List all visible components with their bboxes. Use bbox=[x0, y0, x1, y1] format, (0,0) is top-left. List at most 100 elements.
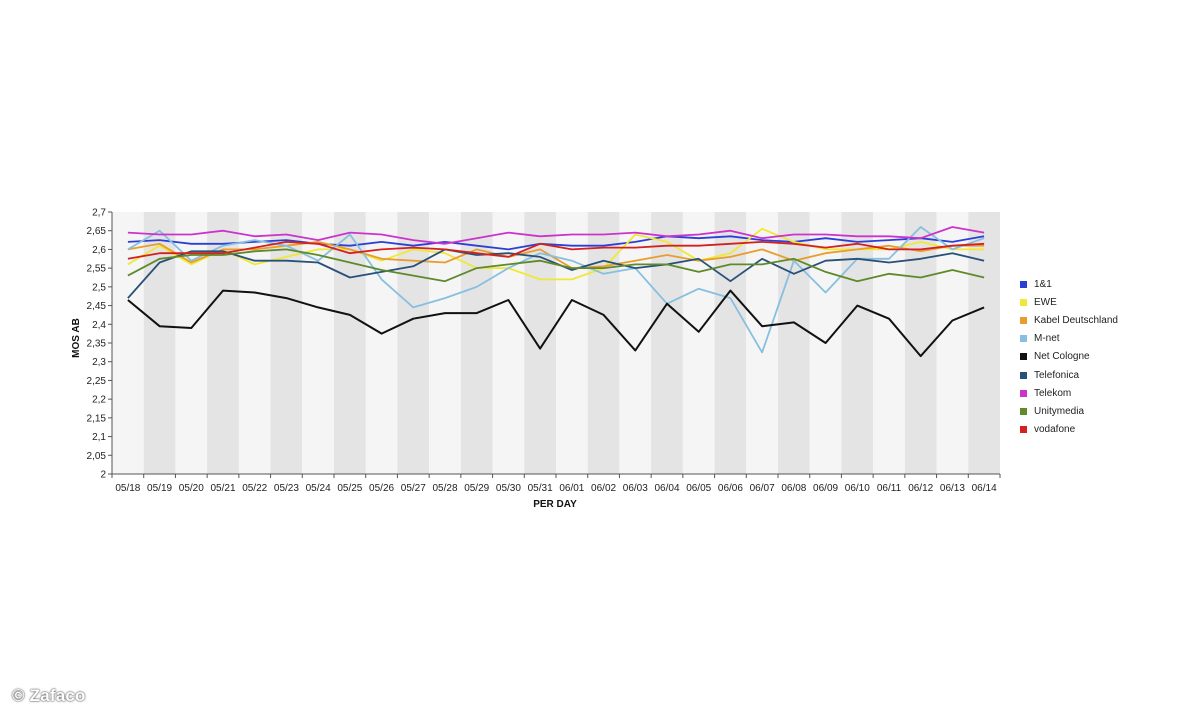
x-tick-label: 05/20 bbox=[179, 483, 204, 494]
x-tick-label: 05/25 bbox=[337, 483, 362, 494]
y-tick-label: 2,3 bbox=[92, 357, 106, 368]
y-tick-label: 2,25 bbox=[87, 376, 107, 387]
y-tick-label: 2,1 bbox=[92, 432, 106, 443]
series-lines bbox=[127, 226, 985, 358]
y-axis: 2 2,05 2,1 2,15 2,2 2,25 2,3 2,35 2,4 2,45 2,5 2,55… bbox=[87, 208, 113, 481]
x-tick-label: 06/13 bbox=[940, 483, 965, 494]
legend-item-net-cologne: Net Cologne bbox=[1020, 348, 1190, 366]
y-tick-label: 2,6 bbox=[92, 245, 106, 256]
legend-item-ewe: EWE bbox=[1020, 293, 1190, 311]
legend-swatch bbox=[1020, 280, 1027, 288]
grid-band bbox=[778, 212, 810, 474]
legend-label: Telefonica bbox=[1034, 369, 1080, 381]
x-tick-label: 05/28 bbox=[432, 483, 457, 494]
x-tick-label: 05/27 bbox=[401, 483, 426, 494]
legend-label: Net Cologne bbox=[1034, 351, 1090, 363]
grid-band bbox=[587, 212, 620, 474]
x-tick-label: 05/22 bbox=[242, 483, 267, 494]
grid-band bbox=[334, 212, 366, 474]
legend-item-unitymedia: Unitymedia bbox=[1020, 402, 1190, 420]
x-tick-label: 05/19 bbox=[147, 483, 172, 494]
y-tick-label: 2,65 bbox=[87, 226, 107, 237]
y-tick-label: 2 bbox=[100, 470, 106, 481]
y-tick-label: 2,2 bbox=[92, 395, 106, 406]
series-line-telekom bbox=[127, 226, 985, 245]
grid-band bbox=[968, 212, 1000, 474]
grid-band bbox=[682, 212, 715, 474]
legend-swatch bbox=[1020, 426, 1027, 434]
x-tick-label: 06/05 bbox=[686, 483, 711, 494]
legend-item-vodafone: vodafone bbox=[1020, 421, 1190, 439]
legend-swatch bbox=[1020, 298, 1027, 306]
grid-band bbox=[270, 212, 303, 474]
grid-bands bbox=[112, 212, 1000, 474]
y-tick-label: 2,15 bbox=[87, 413, 107, 424]
x-tick-label: 06/03 bbox=[623, 483, 648, 494]
x-tick-label: 06/14 bbox=[972, 483, 997, 494]
grid-band bbox=[112, 212, 144, 474]
x-tick-label: 06/06 bbox=[718, 483, 743, 494]
y-axis-title: MOS AB bbox=[71, 318, 82, 358]
x-tick-label: 05/23 bbox=[274, 483, 299, 494]
y-tick-label: 2,4 bbox=[92, 320, 106, 331]
grid-band bbox=[619, 212, 652, 474]
x-tick-label: 05/18 bbox=[115, 483, 140, 494]
x-tick-label: 05/30 bbox=[496, 483, 521, 494]
grid-band bbox=[556, 212, 588, 474]
x-tick-label: 06/09 bbox=[813, 483, 838, 494]
x-tick-label: 06/11 bbox=[877, 483, 902, 494]
series-line-unitymedia bbox=[127, 248, 985, 283]
legend-swatch bbox=[1020, 389, 1027, 397]
grid-band bbox=[397, 212, 430, 474]
series-line-1-1 bbox=[127, 235, 985, 251]
y-tick-label: 2,55 bbox=[87, 264, 107, 275]
legend-swatch bbox=[1020, 316, 1027, 324]
grid-band bbox=[873, 212, 905, 474]
x-tick-label: 05/26 bbox=[369, 483, 394, 494]
x-axis: 05/18 05/19 05/20 05/21 05/22 05/23 05/24 05/25… bbox=[111, 473, 1001, 494]
y-tick-label: 2,7 bbox=[92, 208, 106, 219]
grid-band bbox=[651, 212, 683, 474]
y-tick-label: 2,45 bbox=[87, 301, 107, 312]
x-tick-label: 05/21 bbox=[210, 483, 235, 494]
x-tick-label: 06/02 bbox=[591, 483, 616, 494]
legend-item-1-1: 1&1 bbox=[1020, 275, 1190, 293]
grid-band bbox=[238, 212, 271, 474]
series-line-telefonica bbox=[127, 248, 985, 299]
series-line-kabel-deutschland bbox=[127, 240, 985, 270]
legend-label: Unitymedia bbox=[1034, 405, 1085, 417]
x-tick-label: 06/01 bbox=[559, 483, 584, 494]
x-tick-label: 06/04 bbox=[654, 483, 679, 494]
legend-label: Kabel Deutschland bbox=[1034, 314, 1118, 326]
x-axis-title: PER DAY bbox=[533, 499, 577, 510]
x-tick-label: 05/29 bbox=[464, 483, 489, 494]
y-tick-label: 2,35 bbox=[87, 339, 107, 350]
series-line-net-cologne bbox=[127, 289, 985, 358]
legend-label: Telekom bbox=[1034, 387, 1072, 399]
watermark-copyright: © Zafaco bbox=[12, 686, 86, 705]
grid-band bbox=[714, 212, 747, 474]
x-tick-label: 06/12 bbox=[908, 483, 933, 494]
grid-band bbox=[746, 212, 778, 474]
x-tick-label: 05/31 bbox=[528, 483, 553, 494]
legend-swatch bbox=[1020, 371, 1027, 379]
legend-item-kabel-deutschland: Kabel Deutschland bbox=[1020, 311, 1190, 329]
legend-item-m-net: M-net bbox=[1020, 330, 1190, 348]
x-tick-label: 06/10 bbox=[845, 483, 870, 494]
grid-band bbox=[936, 212, 969, 474]
x-tick-label: 06/07 bbox=[750, 483, 775, 494]
x-tick-label: 06/08 bbox=[781, 483, 806, 494]
y-tick-label: 2,05 bbox=[87, 451, 107, 462]
x-tick-label: 05/24 bbox=[306, 483, 331, 494]
legend-label: 1&1 bbox=[1034, 278, 1052, 290]
series-line-vodafone bbox=[127, 240, 985, 260]
legend-item-telefonica: Telefonica bbox=[1020, 366, 1190, 384]
legend-swatch bbox=[1020, 407, 1027, 415]
legend-label: vodafone bbox=[1034, 424, 1076, 436]
grid-band bbox=[492, 212, 525, 474]
legend-swatch bbox=[1020, 335, 1027, 343]
grid-band bbox=[841, 212, 874, 474]
y-tick-label: 2,5 bbox=[92, 282, 106, 293]
